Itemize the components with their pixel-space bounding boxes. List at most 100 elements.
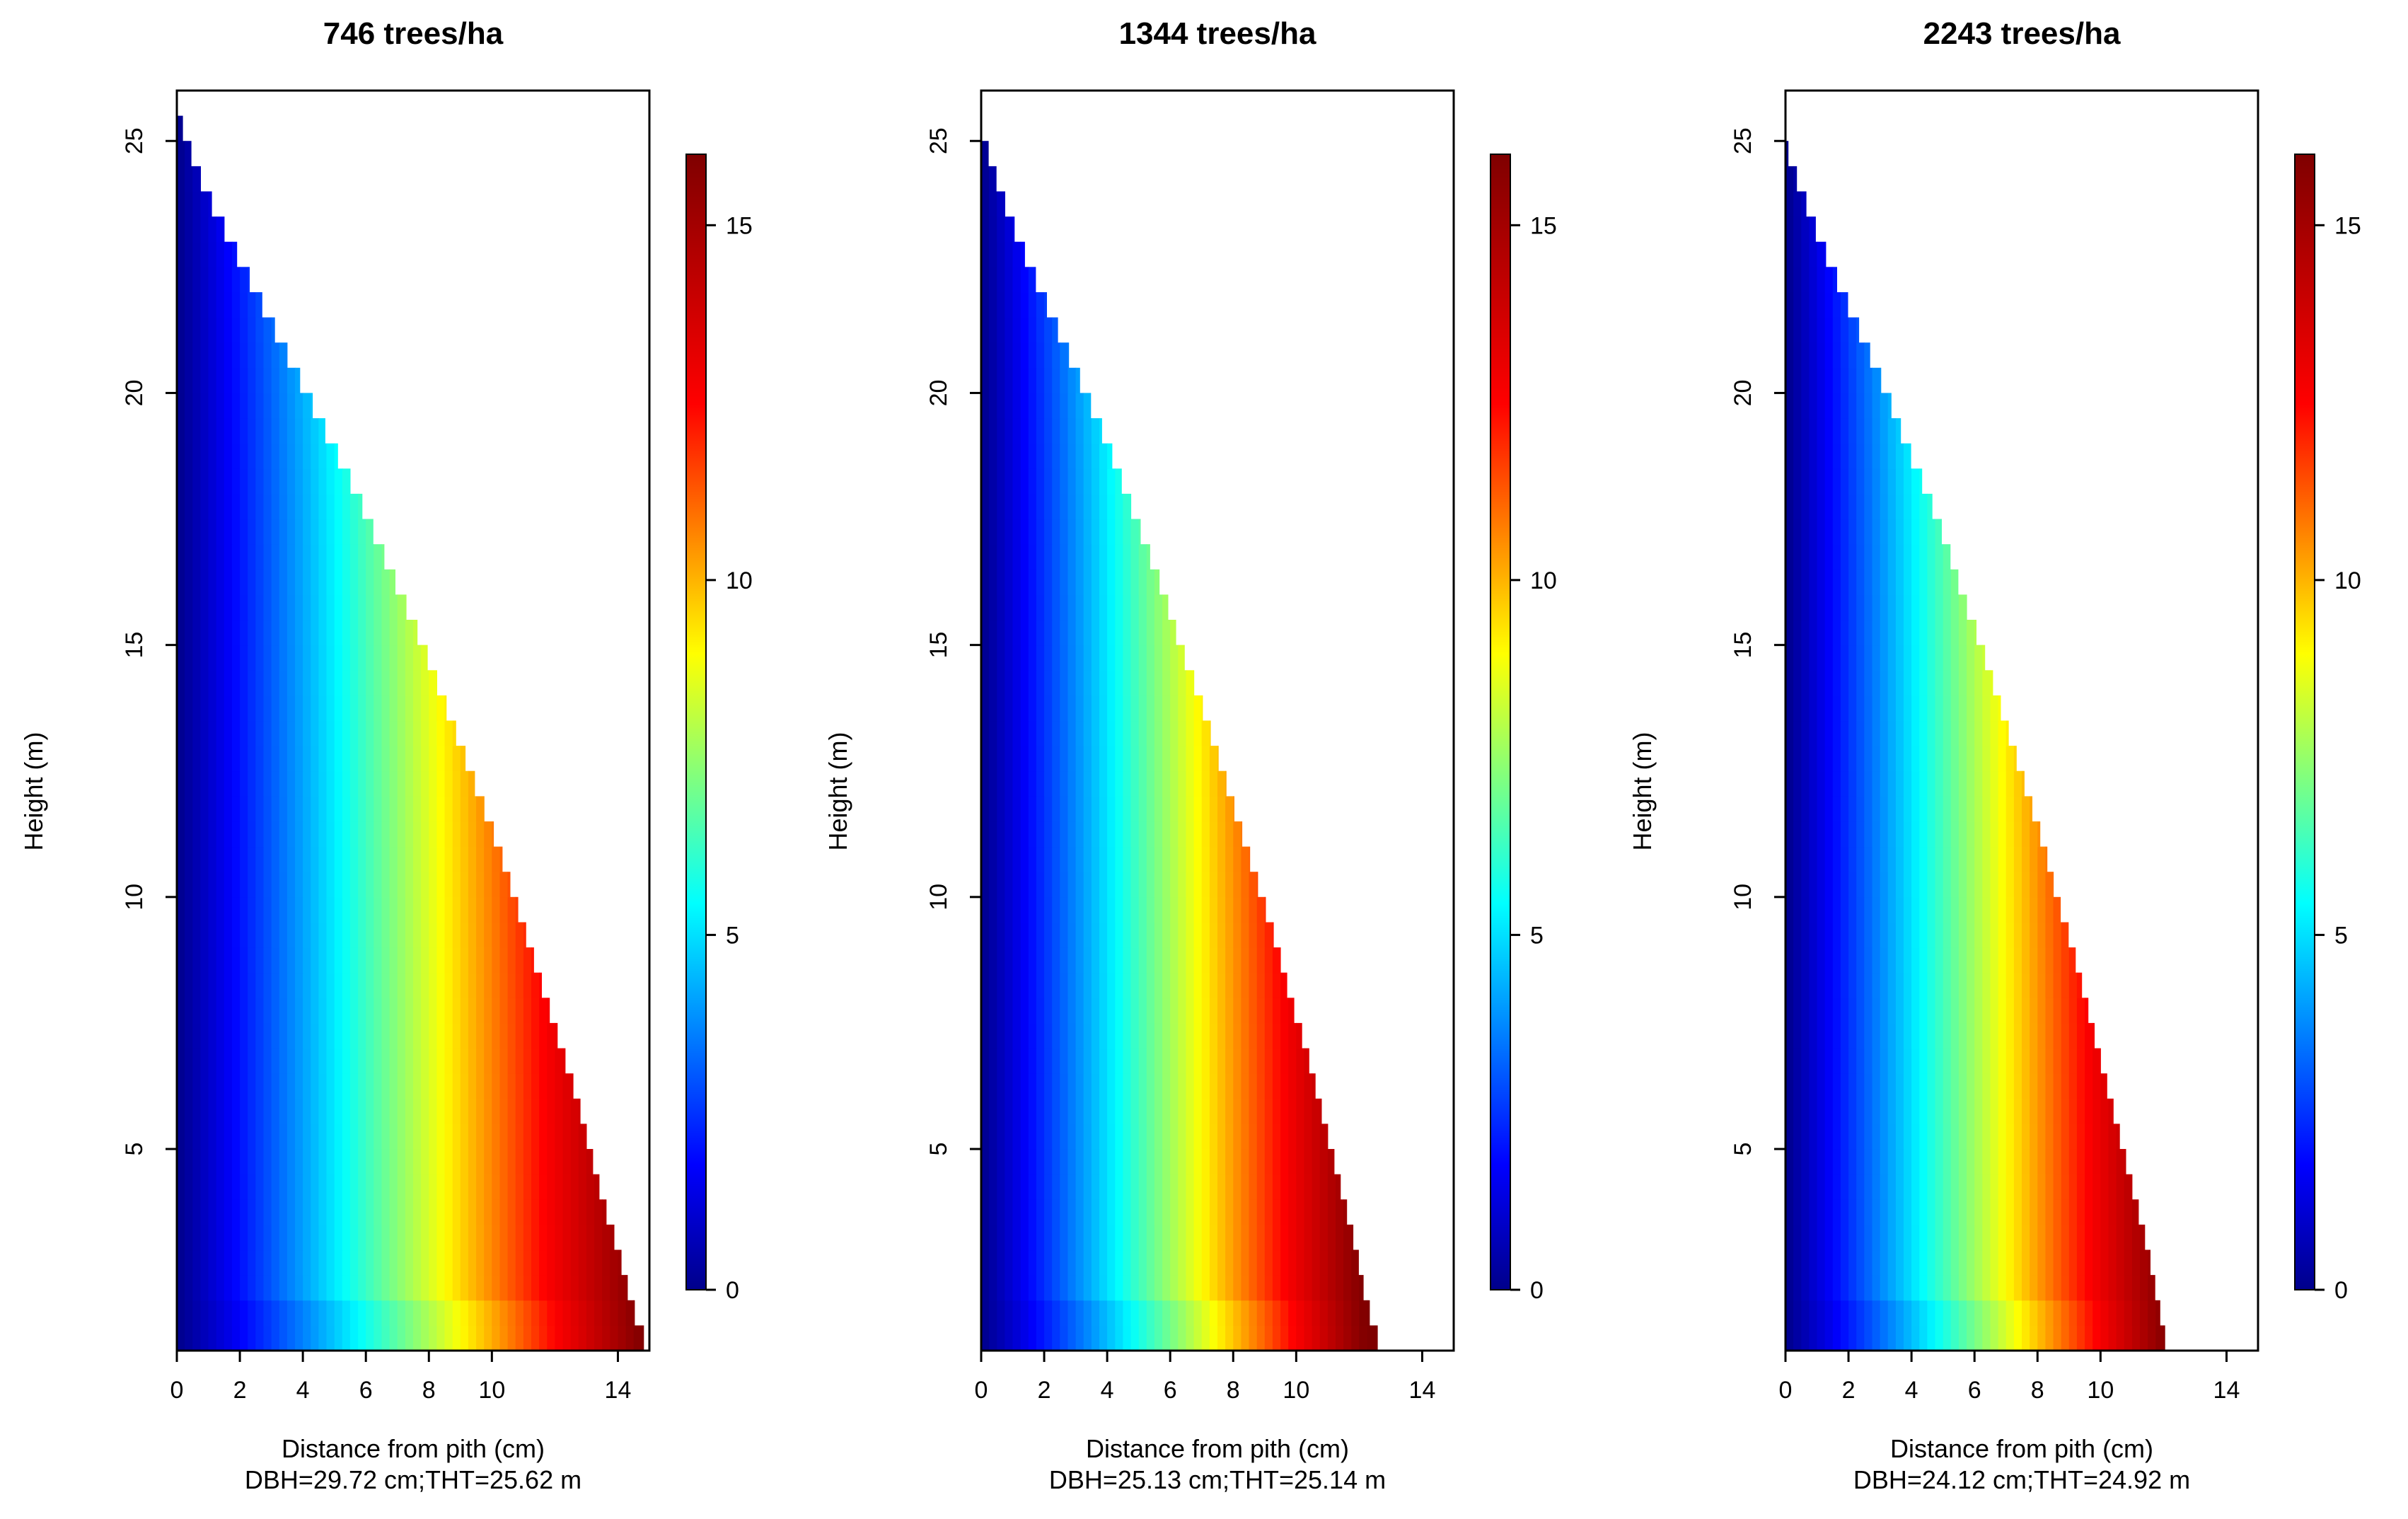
heat-cell: [429, 972, 437, 998]
heat-cell: [334, 720, 343, 746]
heat-cell: [1052, 821, 1060, 848]
heat-cell: [1793, 1249, 1802, 1276]
heat-cell: [208, 292, 217, 318]
heat-cell: [997, 191, 1005, 217]
heat-cell: [318, 796, 328, 822]
heat-cell: [1327, 1275, 1336, 1301]
heat-cell: [1927, 544, 1936, 570]
heat-cell: [286, 1249, 296, 1276]
heat-cell: [547, 1149, 555, 1175]
heat-cell: [1974, 1149, 1983, 1175]
heat-cell: [1793, 1275, 1802, 1301]
heat-cell: [231, 821, 241, 848]
heat-cell: [255, 947, 264, 974]
heat-cell: [231, 1275, 241, 1301]
heat-cell: [1887, 796, 1897, 822]
heat-cell: [1028, 695, 1037, 722]
heat-cell: [1856, 620, 1865, 646]
heat-cell: [1005, 972, 1014, 998]
heat-cell: [342, 1275, 351, 1301]
heat-cell: [1138, 796, 1147, 822]
heat-cell: [185, 241, 193, 267]
heat-cell: [1864, 1300, 1872, 1326]
heat-cell: [1801, 1149, 1810, 1175]
heat-cell: [436, 1124, 446, 1150]
heat-cell: [429, 821, 437, 848]
heat-cell: [1801, 1174, 1810, 1200]
heat-cell: [997, 292, 1005, 318]
heat-cell: [271, 746, 280, 772]
heat-cell: [452, 1098, 461, 1124]
heat-cell: [271, 922, 280, 948]
heat-cell: [1848, 998, 1857, 1024]
heat-cell: [1880, 695, 1889, 722]
heat-cell: [997, 1022, 1005, 1049]
heat-cell: [1036, 468, 1045, 495]
heat-cell: [1249, 1124, 1258, 1150]
heat-cell: [326, 1199, 335, 1225]
heat-cell: [1904, 569, 1912, 595]
heat-cell: [1178, 1048, 1186, 1074]
heat-cell: [208, 620, 217, 646]
heat-cell: [311, 770, 319, 797]
heat-cell: [1201, 1124, 1210, 1150]
heat-cell: [1256, 1300, 1266, 1326]
heat-cell: [2013, 796, 2022, 822]
heat-cell: [989, 1300, 997, 1326]
heat-cell: [1296, 1224, 1304, 1251]
heat-cell: [1319, 1199, 1329, 1225]
heat-cell: [547, 1199, 555, 1225]
heat-cell: [2005, 922, 2015, 948]
heat-cell: [436, 1300, 446, 1326]
heat-cell: [255, 519, 264, 545]
heat-cell: [1146, 1300, 1155, 1326]
heat-cell: [1020, 620, 1029, 646]
heat-cell: [405, 1199, 414, 1225]
heat-cell: [981, 1275, 990, 1301]
heat-cell: [286, 1300, 296, 1326]
heat-cell: [555, 1022, 558, 1049]
heat-cell: [248, 367, 256, 393]
heat-cell: [997, 645, 1005, 671]
heat-cell: [1138, 1022, 1147, 1049]
heat-cell: [200, 1224, 209, 1251]
plot-frame: [175, 89, 651, 1352]
heat-cell: [429, 1073, 437, 1099]
heat-cell: [1036, 846, 1045, 872]
heat-cell: [231, 896, 241, 923]
heat-cell: [177, 216, 185, 243]
heat-cell: [1801, 418, 1810, 444]
heat-cell: [279, 998, 288, 1024]
heat-cell: [1075, 998, 1084, 1024]
heat-cell: [1864, 1174, 1872, 1200]
heat-cell: [271, 998, 280, 1024]
heat-cell: [1288, 1048, 1297, 1074]
heat-cell: [413, 695, 422, 722]
heat-cell: [997, 418, 1005, 444]
heat-cell: [2013, 1048, 2022, 1074]
heat-cell: [342, 1098, 351, 1124]
heat-cell: [421, 846, 429, 872]
heat-cell: [1272, 1300, 1281, 1326]
heat-cell: [468, 1149, 477, 1175]
heat-cell: [1809, 872, 1818, 898]
heat-cell: [1099, 872, 1108, 898]
heat-cell: [507, 1325, 516, 1351]
heat-cell: [1020, 418, 1029, 444]
heat-cell: [1028, 1048, 1037, 1074]
heat-cell: [989, 493, 997, 520]
heat-cell: [1186, 896, 1195, 923]
heat-cell: [177, 292, 185, 318]
heat-cell: [633, 1300, 635, 1326]
heat-cell: [1864, 443, 1872, 469]
heat-cell: [224, 821, 233, 848]
heat-cell: [468, 796, 477, 822]
heat-cell: [208, 872, 217, 898]
heat-cell: [1091, 972, 1100, 998]
heat-cell: [2045, 1048, 2054, 1074]
heat-cell: [1272, 922, 1274, 948]
heat-cell: [460, 1300, 469, 1326]
heat-cell: [318, 720, 328, 746]
heat-cell: [389, 1149, 398, 1175]
